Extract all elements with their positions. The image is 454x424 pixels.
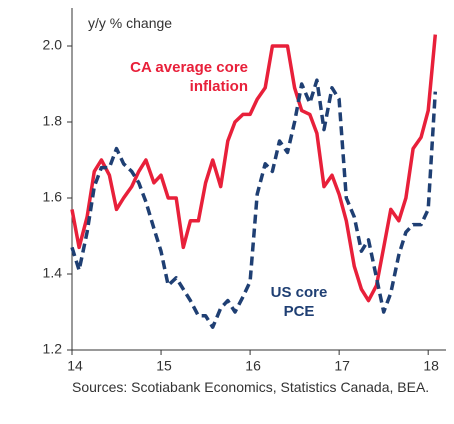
x-tick-label: 16 — [245, 358, 261, 374]
y-tick-label: 1.2 — [43, 341, 63, 357]
series-label: US core PCE — [270, 284, 328, 320]
series-label: CA average core inflation — [130, 59, 248, 95]
x-tick-label: 17 — [334, 358, 350, 374]
series-line — [70, 78, 438, 329]
x-tick-label: 18 — [423, 358, 439, 374]
y-tick-label: 2.0 — [43, 37, 63, 53]
source-note: Sources: Scotiabank Economics, Statistic… — [72, 379, 430, 395]
y-tick-label: 1.6 — [43, 189, 63, 205]
y-tick-label: 1.4 — [43, 265, 63, 281]
x-tick-label: 14 — [67, 358, 83, 374]
y-axis-label: y/y % change — [88, 15, 173, 31]
y-tick-label: 1.8 — [43, 113, 63, 129]
x-tick-label: 15 — [156, 358, 172, 374]
series-line — [70, 34, 438, 303]
